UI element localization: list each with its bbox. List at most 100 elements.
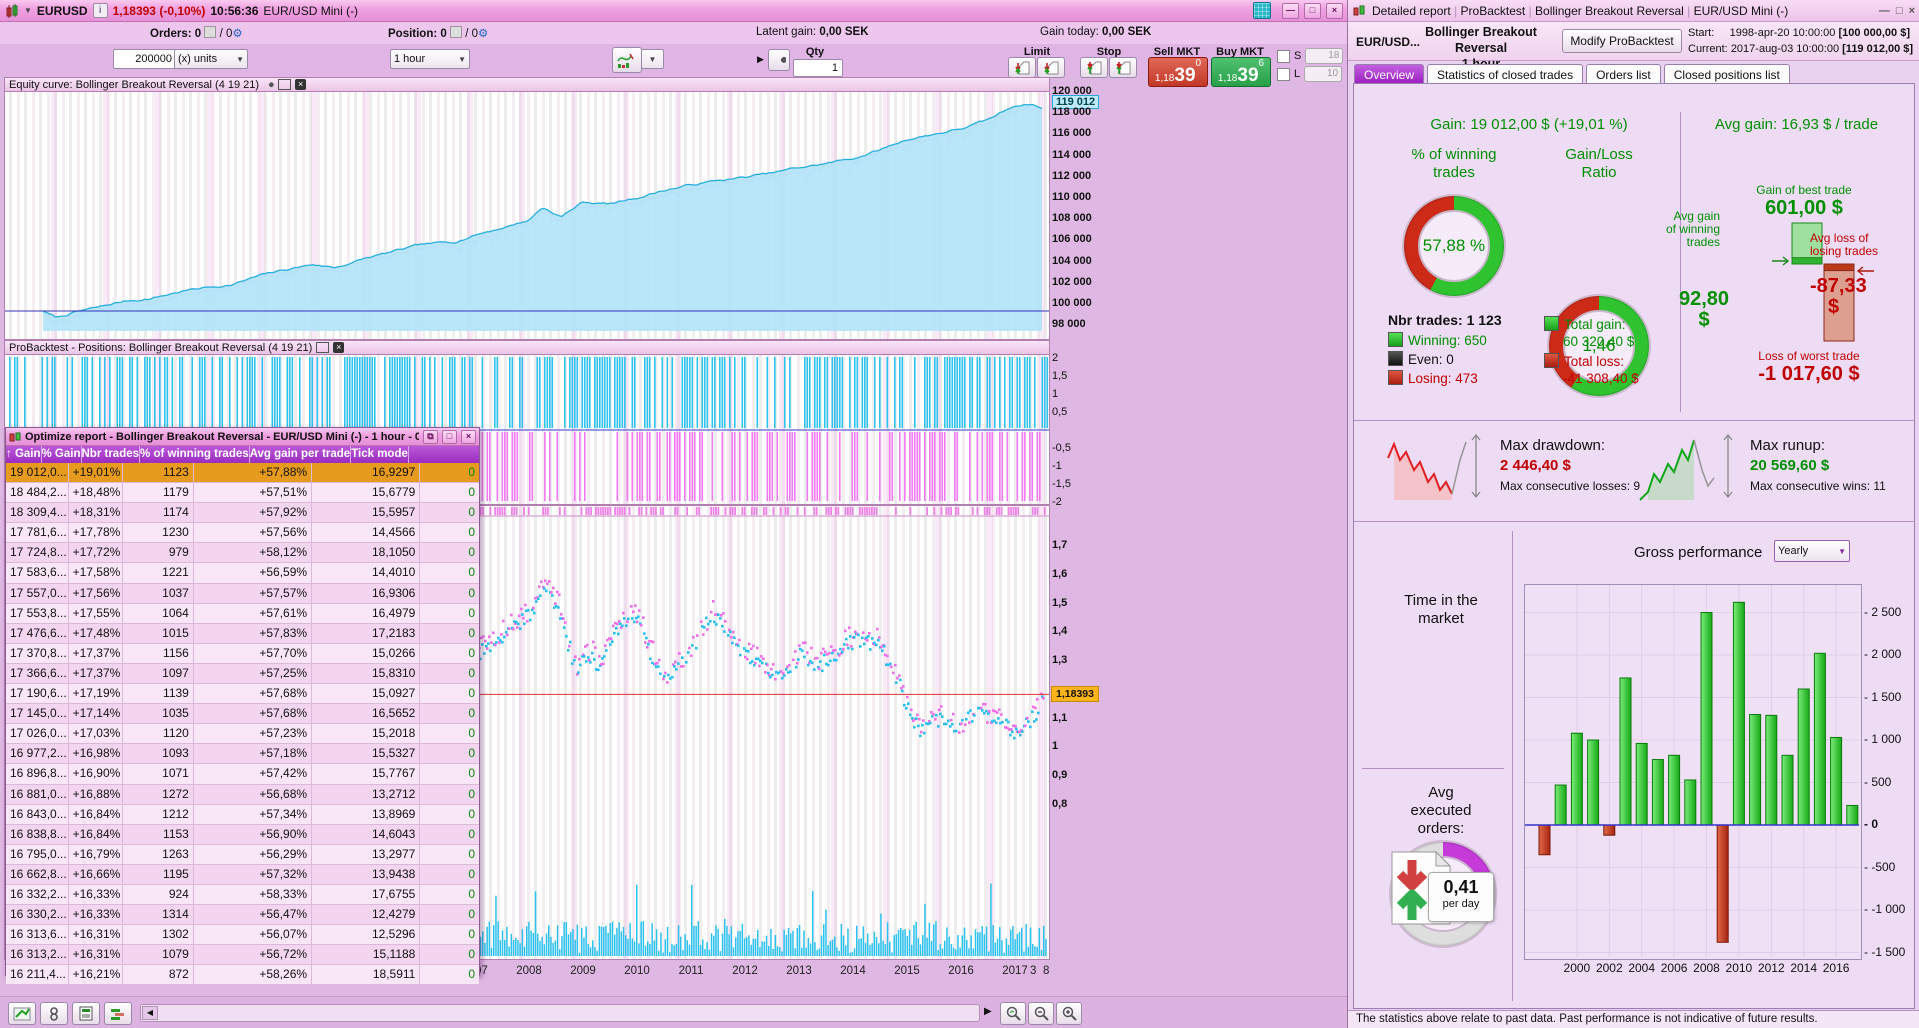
report-button[interactable] [72, 1002, 100, 1025]
equity-detach-icon[interactable] [278, 79, 291, 90]
sell-mkt-button[interactable]: 1,18390 [1148, 57, 1208, 87]
optimize-cell: 0 [420, 805, 479, 824]
optimize-row[interactable]: 16 795,0...+16,79%1263+56,29%13,29770 [6, 845, 479, 865]
optimize-titlebar[interactable]: Optimize report - Bollinger Breakout Rev… [6, 428, 479, 446]
orders-gear-icon[interactable]: ⚙ [232, 28, 242, 40]
buy-stop-button[interactable] [1109, 57, 1137, 78]
gross-period-select[interactable]: Yearly▼ [1774, 540, 1850, 562]
optimize-row[interactable]: 16 662,8...+16,66%1195+57,32%13,94380 [6, 865, 479, 885]
optimize-row[interactable]: 18 484,2...+18,48%1179+57,51%15,67790 [6, 483, 479, 503]
equity-y-axis[interactable]: 120 000119 012118 000116 000114 000112 0… [1050, 77, 1110, 347]
order-settings-button[interactable] [768, 49, 790, 71]
tab-statistics-of-closed-trades[interactable]: Statistics of closed trades [1427, 64, 1583, 84]
s-value-field[interactable]: 18 [1305, 48, 1343, 64]
optimize-row[interactable]: 17 476,6...+17,48%1015+57,83%17,21830 [6, 624, 479, 644]
close-button[interactable]: × [1326, 3, 1343, 19]
optimize-row[interactable]: 16 330,2...+16,33%1314+56,47%12,42790 [6, 905, 479, 925]
optimize-report-window[interactable]: Optimize report - Bollinger Breakout Rev… [5, 427, 480, 976]
optimize-row[interactable]: 16 838,8...+16,84%1153+56,90%14,60430 [6, 825, 479, 845]
scroll-left-arrow[interactable]: ◀ [142, 1006, 158, 1020]
qty-input[interactable]: 1 [793, 59, 843, 77]
zoom-in-button[interactable] [1056, 1002, 1082, 1025]
equity-close-icon[interactable]: × [295, 79, 306, 90]
optimize-row[interactable]: 19 012,0...+19,01%1123+57,88%16,92970 [6, 463, 479, 483]
optimize-col-1[interactable]: % Gain [42, 446, 82, 463]
info-icon[interactable]: i [93, 3, 108, 18]
s-checkbox[interactable] [1277, 50, 1290, 63]
l-checkbox[interactable] [1277, 68, 1290, 81]
optimize-row[interactable]: 16 896,8...+16,90%1071+57,42%15,77670 [6, 764, 479, 784]
units-select[interactable]: (x) units▼ [174, 49, 248, 69]
orders-box-icon[interactable] [204, 26, 216, 38]
tab-orders-list[interactable]: Orders list [1586, 64, 1661, 84]
report-titlebar[interactable]: Detailed report | ProBacktest | Bollinge… [1348, 0, 1919, 22]
positions-close-icon[interactable]: × [333, 342, 344, 353]
l-value-field[interactable]: 10 [1304, 66, 1342, 82]
price-y-axis[interactable]: 1,71,61,51,41,31,110,90,8 [1050, 505, 1110, 960]
zoom-chart-button[interactable] [1000, 1002, 1026, 1025]
maximize-button[interactable]: □ [1304, 3, 1321, 19]
workspace-icon[interactable] [1253, 2, 1271, 19]
optimize-row[interactable]: 16 211,4...+16,21%872+58,26%18,59110 [6, 965, 479, 985]
position-box-icon[interactable] [450, 26, 462, 38]
optimize-row[interactable]: 17 553,8...+17,55%1064+57,61%16,49790 [6, 604, 479, 624]
minimize-button[interactable]: — [1282, 3, 1299, 19]
optimize-row[interactable]: 17 190,6...+17,19%1139+57,68%15,09270 [6, 684, 479, 704]
optimize-row[interactable]: 18 309,4...+18,31%1174+57,92%15,59570 [6, 503, 479, 523]
optimize-row[interactable]: 16 881,0...+16,88%1272+56,68%13,27120 [6, 785, 479, 805]
position-gear-icon[interactable]: ⚙ [478, 28, 488, 40]
optimize-row[interactable]: 16 313,2...+16,31%1079+56,72%15,11880 [6, 945, 479, 965]
optimize-col-0[interactable]: ↑ Gain [6, 446, 42, 463]
optimize-row[interactable]: 17 145,0...+17,14%1035+57,68%16,56520 [6, 704, 479, 724]
link-button[interactable] [40, 1002, 68, 1025]
instrument-dropdown-arrow[interactable]: ▼ [24, 6, 32, 15]
positions-panel-header[interactable]: ProBacktest - Positions: Bollinger Break… [4, 340, 1050, 355]
positions-y-axis[interactable]: 21,510,5-0,5-1-1,5-2 [1050, 340, 1110, 510]
optimize-restore-button[interactable]: □ [442, 430, 457, 444]
chart-window-titlebar[interactable]: ▼ EURUSD i 1,18393 (-0,10%) 10:56:36 EUR… [0, 0, 1347, 22]
panel-expand-arrow[interactable]: ▶ [757, 54, 764, 65]
buy-limit-button[interactable] [1037, 57, 1065, 78]
tab-overview[interactable]: Overview [1354, 64, 1424, 84]
sell-limit-button[interactable] [1008, 57, 1036, 78]
optimize-col-3[interactable]: % of winning trades [140, 446, 250, 463]
optimize-row[interactable]: 17 557,0...+17,56%1037+57,57%16,93060 [6, 584, 479, 604]
optimize-col-2[interactable]: Nbr trades [82, 446, 141, 463]
optimize-row[interactable]: 17 370,8...+17,37%1156+57,70%15,02660 [6, 644, 479, 664]
sell-stop-button[interactable] [1080, 57, 1108, 78]
optimize-row[interactable]: 17 724,8...+17,72%979+58,12%18,10500 [6, 543, 479, 563]
optimize-row[interactable]: 17 366,6...+17,37%1097+57,25%15,83100 [6, 664, 479, 684]
optimize-row[interactable]: 17 026,0...+17,03%1120+57,23%15,20180 [6, 724, 479, 744]
indicator-dropdown[interactable]: ▼ [641, 49, 664, 69]
buy-mkt-button[interactable]: 1,18396 [1211, 57, 1271, 87]
optimize-row[interactable]: 16 843,0...+16,84%1212+57,34%13,89690 [6, 805, 479, 825]
optimize-row[interactable]: 17 781,6...+17,78%1230+57,56%14,45660 [6, 523, 479, 543]
modify-probacktest-button[interactable]: Modify ProBacktest [1562, 29, 1682, 53]
optimize-cell: 17 583,6... [6, 563, 69, 582]
optimize-cell: 18,1050 [312, 543, 420, 562]
optimize-close-button[interactable]: × [461, 430, 476, 444]
optimize-row[interactable]: 16 977,2...+16,98%1093+57,18%15,53270 [6, 744, 479, 764]
equity-settings-wrench-icon[interactable] [263, 79, 274, 90]
equity-chart[interactable] [4, 92, 1050, 340]
chart-mode-button[interactable] [8, 1002, 36, 1025]
optimize-col-4[interactable]: Avg gain per trade [250, 446, 352, 463]
optimize-row[interactable]: 16 313,6...+16,31%1302+56,07%12,52960 [6, 925, 479, 945]
tab-closed-positions-list[interactable]: Closed positions list [1664, 64, 1790, 84]
optimize-col-5[interactable]: Tick mode [351, 446, 409, 463]
scroll-right-arrow[interactable]: ▶ [984, 1006, 992, 1017]
positions-detach-icon[interactable] [316, 342, 329, 353]
zoom-out-button[interactable] [1028, 1002, 1054, 1025]
optimize-detach-button[interactable]: ⧉ [423, 430, 438, 444]
positions-list-button[interactable] [104, 1002, 132, 1025]
report-minimize-button[interactable]: — [1879, 5, 1890, 17]
equity-panel-header[interactable]: Equity curve: Bollinger Breakout Reversa… [4, 77, 1050, 92]
optimize-row[interactable]: 16 332,2...+16,33%924+58,33%17,67550 [6, 885, 479, 905]
h-scrollbar[interactable]: ◀ [140, 1004, 980, 1022]
report-close-button[interactable]: × [1909, 5, 1915, 17]
timeframe-select[interactable]: 1 hour▼ [390, 49, 470, 69]
report-maximize-button[interactable]: □ [1896, 5, 1903, 17]
optimize-row[interactable]: 17 583,6...+17,58%1221+56,59%14,40100 [6, 563, 479, 583]
indicator-button[interactable] [612, 47, 642, 73]
optimize-table-header[interactable]: ↑ Gain% GainNbr trades% of winning trade… [6, 446, 479, 463]
